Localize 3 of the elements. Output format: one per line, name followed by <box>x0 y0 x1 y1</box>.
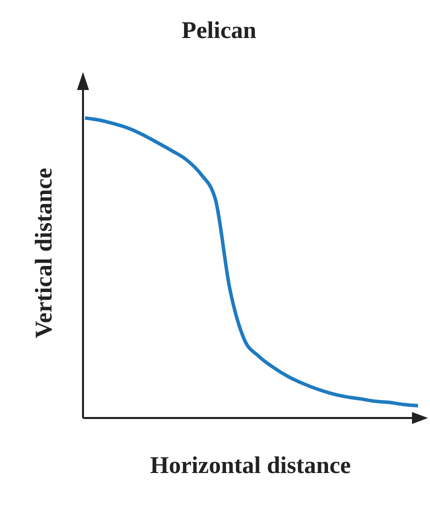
y-axis-title: Vertical distance <box>32 167 58 338</box>
x-axis-title: Horizontal distance <box>150 453 352 479</box>
chart-title: Pelican <box>180 18 258 45</box>
